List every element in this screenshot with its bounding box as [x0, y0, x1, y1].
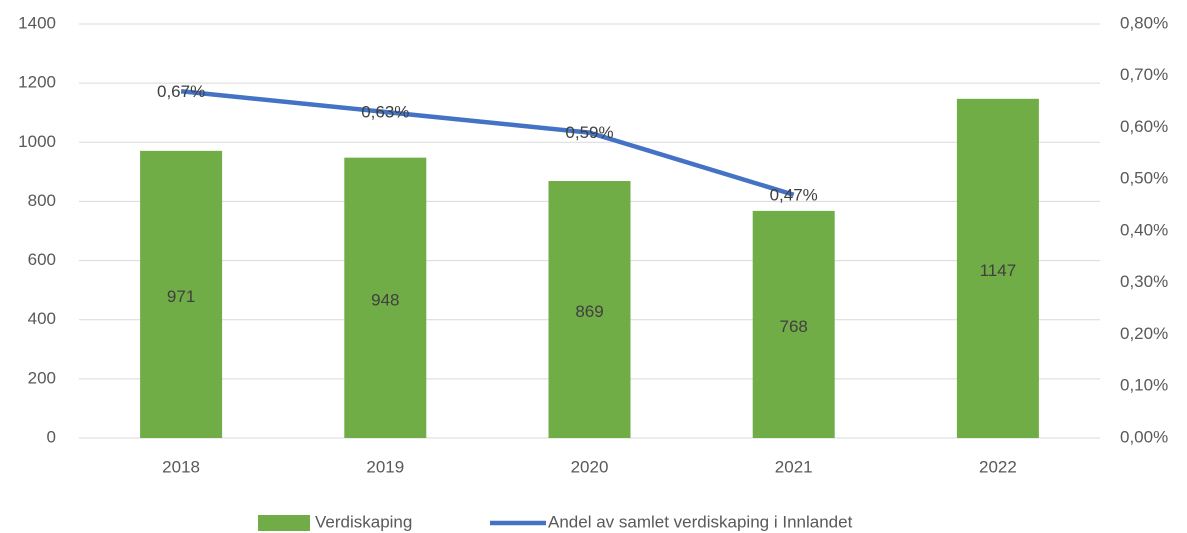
data-label: 0,59% [565, 123, 613, 142]
x-tick-label: 2018 [162, 457, 200, 476]
legend-label: Andel av samlet verdiskaping i Innlandet [548, 512, 853, 531]
y2-tick-label: 0,10% [1120, 376, 1168, 395]
y2-tick-label: 0,20% [1120, 324, 1168, 343]
bar [344, 157, 427, 439]
data-label: 971 [167, 287, 195, 306]
data-label: 0,63% [361, 102, 409, 121]
y-tick-label: 600 [28, 250, 56, 269]
x-tick-label: 2019 [366, 457, 404, 476]
bar [140, 150, 223, 438]
line [180, 89, 795, 197]
data-label: 0,47% [770, 185, 818, 204]
data-label: 768 [780, 317, 808, 336]
data-label: 869 [575, 302, 603, 321]
x-tick-label: 2020 [571, 457, 609, 476]
y-tick-label: 0 [47, 427, 56, 446]
y2-tick-label: 0,70% [1120, 65, 1168, 84]
y2-tick-label: 0,40% [1120, 220, 1168, 239]
data-label: 948 [371, 290, 399, 309]
bar [548, 181, 631, 438]
y-tick-label: 1200 [18, 73, 56, 92]
y2-tick-label: 0,30% [1120, 272, 1168, 291]
legend-label: Verdiskaping [315, 512, 412, 531]
x-tick-label: 2021 [775, 457, 813, 476]
bar [956, 98, 1039, 439]
y2-tick-label: 0,00% [1120, 427, 1168, 446]
y-tick-label: 1000 [18, 132, 56, 151]
y-tick-label: 1400 [18, 13, 56, 32]
y2-tick-label: 0,50% [1120, 169, 1168, 188]
x-tick-label: 2022 [979, 457, 1017, 476]
y-tick-label: 800 [28, 191, 56, 210]
bar [752, 210, 835, 438]
y2-tick-label: 0,60% [1120, 117, 1168, 136]
y-tick-label: 200 [28, 368, 56, 387]
data-label: 0,67% [157, 82, 205, 101]
y-tick-label: 400 [28, 309, 56, 328]
data-label: 1147 [980, 261, 1017, 280]
legend-swatch [258, 515, 310, 531]
y2-tick-label: 0,80% [1120, 13, 1168, 32]
